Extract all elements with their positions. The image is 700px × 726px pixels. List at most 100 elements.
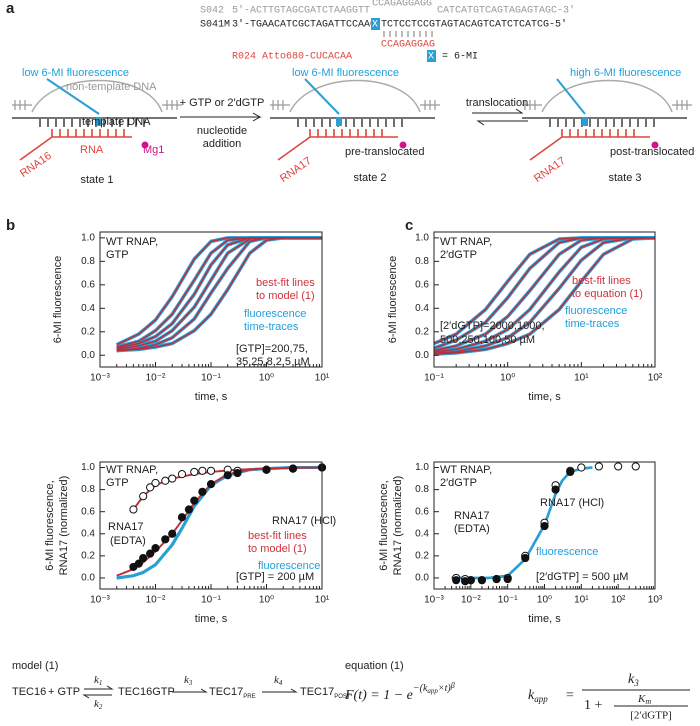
x-tick-label: 10²: [648, 373, 663, 384]
annotation: 2′dGTP: [440, 477, 477, 489]
eq-part: K: [637, 693, 646, 705]
x-tick-label: 10¹: [574, 373, 589, 384]
y-tick-label: 0.0: [81, 350, 95, 361]
annotation: to model (1): [256, 290, 315, 302]
eq-part: app: [427, 687, 438, 695]
annotation: time-traces: [565, 318, 620, 330]
y-tick-label: 0.6: [415, 279, 429, 290]
label: Mg1: [143, 144, 164, 156]
annotation: to equation (1): [572, 288, 643, 300]
annotation: WT RNAP,: [106, 464, 158, 476]
y-tick-label: 0.8: [415, 256, 429, 267]
filled-point: [262, 465, 271, 474]
template-strand: [270, 117, 435, 127]
filled-point: [521, 553, 530, 563]
annotation: 35,25,8,2.5 µM: [236, 356, 310, 368]
x-tick-label: 10⁻³: [424, 595, 444, 606]
filled-point: [139, 553, 148, 563]
sequence: 3′-TGAACATCGCTAGATTCCAAG: [232, 19, 376, 31]
filled-point: [198, 487, 207, 496]
species: TEC17POST: [300, 686, 351, 700]
filled-point: [466, 576, 475, 585]
annotation: fluorescence: [244, 308, 306, 320]
mi-mark: [96, 117, 102, 126]
x-tick-label: 10⁻¹: [498, 595, 518, 606]
mg-ion: [141, 141, 149, 149]
annotation: best-fit lines: [572, 275, 631, 287]
pointer: [304, 78, 340, 115]
annotation: (EDTA): [110, 535, 146, 547]
x-tick-label: 10⁻³: [90, 595, 110, 606]
annotation: GTP: [106, 249, 129, 261]
x-tick-label: 10¹: [315, 373, 330, 384]
axes-frame: [433, 231, 656, 368]
sequence: CCAGAGGAG: [381, 40, 435, 51]
axes-frame: [433, 461, 656, 590]
y-axis-label: 6-MI fluorescence: [52, 256, 64, 343]
equation: Km: [637, 693, 651, 706]
y-tick-label: 0.0: [415, 350, 429, 361]
equation: F(t) = 1 − e−(kapp×t)β: [344, 681, 455, 703]
x-tick-label: 10⁻²: [146, 373, 166, 384]
label: pre-translocated: [345, 146, 425, 158]
plot-area: [116, 463, 327, 580]
annotation: RNA17 (HCl): [272, 515, 336, 527]
y-tick-label: 0.8: [415, 484, 429, 495]
rate: k2: [94, 698, 103, 711]
y-tick-label: 0.0: [415, 573, 429, 584]
annotation: 2′dGTP: [440, 249, 477, 261]
open-point: [146, 483, 155, 492]
eq-part: app: [534, 694, 548, 704]
species: TEC17: [209, 686, 243, 698]
filled-point: [190, 496, 199, 505]
rate: k: [274, 674, 280, 686]
open-point: [631, 462, 640, 471]
diagram: [12, 78, 692, 161]
plot-area: [451, 462, 640, 586]
y-tick-label: 0.8: [81, 484, 95, 495]
y-tick-label: 0.6: [81, 506, 95, 517]
arrow: [472, 108, 528, 126]
open-point: [594, 462, 604, 471]
y-axis-label: 6-MI fluorescence,: [44, 480, 56, 570]
x-tick-label: 10⁰: [259, 595, 274, 606]
equation: k3: [628, 672, 639, 688]
y-tick-label: 0.4: [81, 528, 95, 539]
annotation: [GTP]=200,75,: [236, 343, 308, 355]
fit-line: [433, 237, 655, 354]
label: RNA17: [532, 155, 568, 185]
template-strand: [522, 117, 687, 127]
rate-sub: 1: [99, 679, 103, 687]
annotation: [2′dGTP] = 500 µM: [536, 571, 628, 583]
chart: 10⁻¹ 10⁰ 10¹ 10² 0.0 0.2 0.4 0.6 0.8 1.0 time, s 6-…: [387, 231, 663, 403]
chart: 10⁻³ 10⁻² 10⁻¹ 10⁰ 10¹ 10² 10³ 0.0 0.2 0.4 0.6 0.8 1…: [378, 461, 663, 625]
equation: =: [566, 688, 574, 703]
filled-point: [551, 485, 560, 494]
model: model (1) TEC16 + GTP TEC16GTP TEC17PRE …: [12, 660, 351, 711]
open-point: [139, 492, 148, 501]
filled-point: [492, 574, 501, 584]
sequence: R024 Atto680-CUCACAA: [232, 52, 352, 63]
mi-box: [427, 50, 436, 62]
filled-point: [184, 505, 194, 514]
annotation: time-traces: [244, 321, 299, 333]
filled-point: [233, 468, 242, 478]
panel-label: c: [405, 217, 413, 234]
sequence: X: [372, 20, 378, 31]
mg-ion: [399, 141, 407, 149]
label: non-template DNA: [66, 81, 157, 93]
chart: 10⁻³ 10⁻² 10⁻¹ 10⁰ 10¹ 0.0 0.2 0.4 0.6 0.8 1.0 time…: [44, 461, 336, 625]
open-point: [168, 474, 177, 483]
rate: k3: [184, 674, 193, 687]
eq-part: −(k: [413, 683, 428, 694]
rna-strand: [277, 129, 398, 161]
label: post-translocated: [610, 146, 694, 158]
label: addition: [203, 138, 242, 150]
annotation: WT RNAP,: [106, 236, 158, 248]
rate: k: [94, 698, 100, 710]
filled-point: [452, 576, 461, 585]
eq-part: 3: [633, 678, 639, 688]
x-tick-label: 10⁰: [500, 373, 515, 384]
eq-part: k: [628, 672, 635, 687]
